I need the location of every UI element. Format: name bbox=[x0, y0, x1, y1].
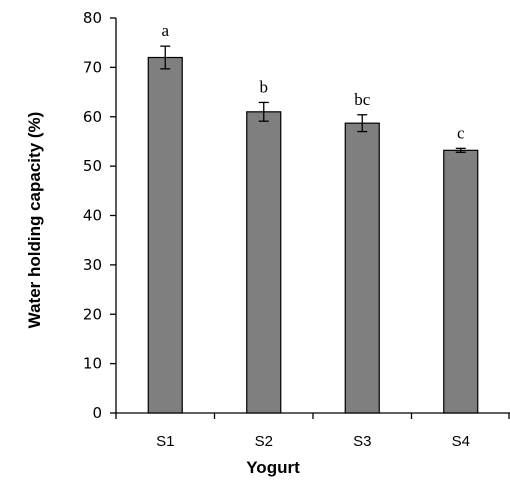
y-tick-label: 0 bbox=[92, 404, 102, 422]
x-tick-label: S4 bbox=[452, 433, 470, 450]
y-axis-title: Water holding capacity (%) bbox=[25, 112, 44, 329]
bar-s1 bbox=[147, 56, 183, 414]
y-tick-label: 20 bbox=[83, 305, 102, 323]
y-tick-label: 80 bbox=[83, 9, 102, 27]
y-tick-label: 30 bbox=[83, 256, 102, 274]
x-axis-title: Yogurt bbox=[246, 458, 300, 477]
significance-label: b bbox=[260, 77, 269, 96]
y-tick-label: 10 bbox=[83, 355, 102, 373]
y-tick-label: 70 bbox=[83, 58, 102, 76]
y-tick-label: 60 bbox=[83, 108, 102, 126]
significance-label: bc bbox=[354, 90, 371, 109]
x-tick-label: S2 bbox=[255, 433, 273, 450]
x-tick-label: S3 bbox=[353, 433, 371, 450]
x-tick-label: S1 bbox=[156, 433, 174, 450]
bar-s4 bbox=[443, 149, 479, 414]
y-tick-label: 40 bbox=[83, 207, 102, 225]
bar-s2 bbox=[246, 111, 282, 414]
plot-area: 0 10 20 30 40 50 60 70 80 a S1 b S2 bc S3 c S4 bbox=[83, 9, 510, 450]
bar-s3 bbox=[344, 122, 380, 414]
y-tick-label: 50 bbox=[83, 157, 102, 175]
significance-label: c bbox=[457, 123, 465, 142]
significance-label: a bbox=[161, 21, 169, 40]
